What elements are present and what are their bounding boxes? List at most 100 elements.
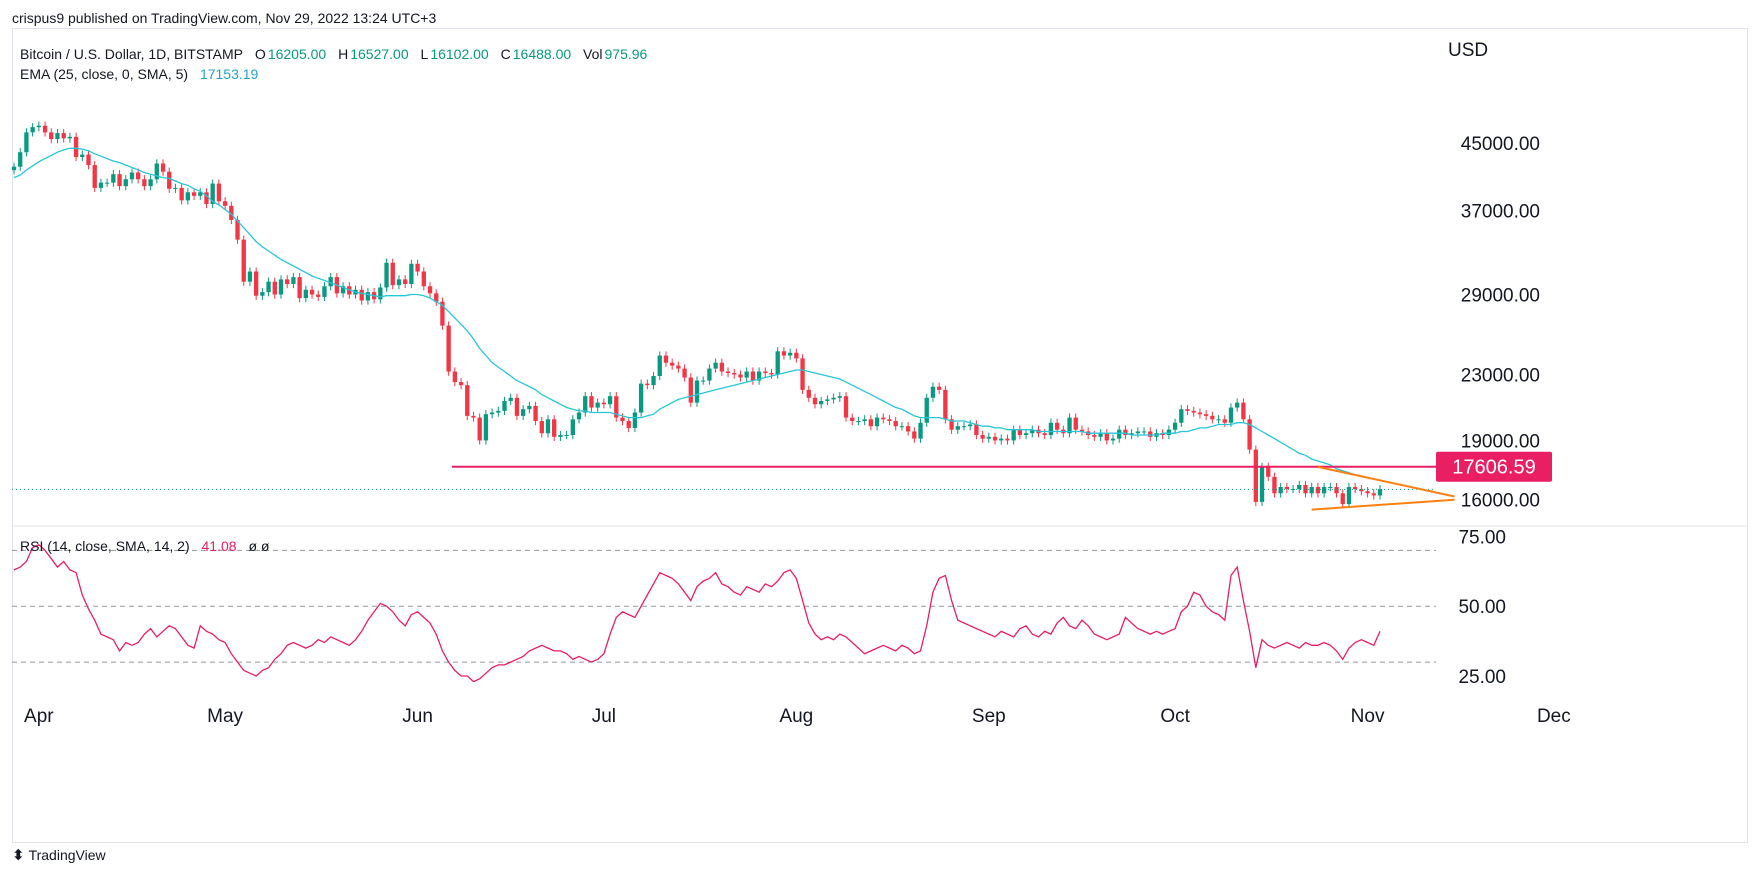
candle-body: [285, 279, 290, 284]
volume-label: Vol: [583, 46, 603, 62]
price-tick-label: 45000.00: [1461, 134, 1540, 155]
candle-body: [1048, 422, 1054, 436]
candle-body: [229, 205, 234, 220]
candle-body: [452, 371, 458, 383]
candle-body: [253, 271, 259, 296]
candle-body: [607, 396, 613, 405]
candle-body: [167, 171, 172, 189]
candle-body: [1222, 419, 1227, 423]
candle-body: [558, 435, 563, 437]
candle-body: [520, 409, 526, 416]
rsi-label: RSI (14, close, SMA, 14, 2): [20, 538, 190, 554]
candle-body: [825, 399, 830, 402]
candle-body: [552, 419, 557, 437]
candle-body: [1272, 476, 1277, 494]
candle-body: [1297, 484, 1302, 490]
volume-value: 975.96: [604, 46, 648, 62]
candle-body: [55, 133, 60, 140]
candle-body: [142, 179, 147, 187]
candle-body: [1129, 433, 1134, 436]
candle-body: [24, 132, 29, 153]
candle-body: [160, 163, 166, 172]
candle-body: [129, 172, 135, 180]
candle-body: [756, 371, 762, 381]
candle-body: [1017, 429, 1023, 436]
candle-body: [1104, 433, 1109, 441]
candle-body: [1011, 429, 1016, 441]
candle-body: [49, 132, 54, 140]
candle-body: [850, 417, 855, 422]
candle-body: [1135, 431, 1141, 434]
tradingview-logo-icon: ⬍: [12, 846, 25, 864]
candle-body: [204, 192, 209, 204]
candle-body: [297, 277, 302, 299]
candle-body: [794, 352, 799, 359]
close-value: 16488.00: [512, 46, 572, 62]
candle-body: [210, 183, 215, 204]
rsi-extra: ø ø: [248, 538, 270, 554]
candle-body: [1340, 493, 1345, 505]
candle-body: [291, 277, 296, 284]
candle-body: [73, 136, 79, 157]
price-tick-label: 23000.00: [1461, 366, 1540, 387]
candle-body: [930, 386, 936, 398]
candle-body: [1166, 429, 1172, 436]
candle-body: [564, 435, 569, 437]
candle-body: [1247, 419, 1252, 450]
ema-value: 17153.19: [199, 66, 259, 82]
low-value: 16102.00: [430, 46, 489, 62]
candle-body: [800, 358, 805, 390]
price-tick-label: 29000.00: [1461, 286, 1540, 307]
x-tick-label: Jun: [402, 706, 433, 727]
candle-body: [42, 125, 48, 133]
candle-body: [365, 292, 371, 301]
candle-body: [725, 371, 731, 374]
candle-body: [924, 397, 929, 423]
price-tick-label: 16000.00: [1461, 491, 1540, 512]
candle-body: [1042, 433, 1047, 436]
candle-body: [1309, 487, 1314, 494]
candle-body: [1228, 407, 1234, 423]
candle-body: [1023, 433, 1029, 436]
candle-body: [185, 192, 191, 201]
candle-body: [769, 373, 774, 375]
candle-body: [874, 417, 880, 427]
candle-body: [1278, 487, 1283, 494]
candle-body: [415, 263, 420, 272]
candle-body: [489, 412, 495, 415]
candle-body: [912, 431, 917, 439]
rsi-tick-label: 50.00: [1458, 597, 1506, 618]
candle-body: [980, 435, 985, 439]
candle-body: [1160, 433, 1165, 436]
candle-body: [458, 382, 464, 386]
candle-body: [750, 371, 756, 381]
candle-body: [999, 438, 1004, 441]
candle-body: [831, 397, 836, 400]
candle-body: [247, 271, 253, 282]
candle-body: [763, 371, 768, 374]
candle-body: [123, 179, 128, 187]
candle-body: [887, 419, 892, 422]
candle-body: [955, 426, 960, 430]
candle-body: [819, 401, 824, 405]
candle-body: [533, 405, 538, 422]
support-price-label: 17606.59: [1452, 457, 1535, 479]
candle-body: [1030, 429, 1035, 434]
candle-body: [738, 374, 743, 378]
candle-body: [1216, 419, 1221, 421]
candle-body: [670, 362, 675, 366]
candle-body: [949, 419, 954, 430]
candle-body: [918, 422, 923, 439]
candle-body: [595, 402, 600, 408]
candle-body: [1005, 438, 1010, 441]
brand[interactable]: ⬍ TradingView: [12, 846, 106, 864]
candle-body: [936, 386, 942, 390]
candle-body: [961, 426, 967, 428]
candle-body: [378, 287, 383, 300]
candle-body: [707, 368, 712, 381]
price-tick-label: 19000.00: [1461, 431, 1540, 452]
candle-body: [421, 271, 426, 287]
candle-body: [881, 417, 886, 420]
candle-body: [1235, 402, 1240, 408]
